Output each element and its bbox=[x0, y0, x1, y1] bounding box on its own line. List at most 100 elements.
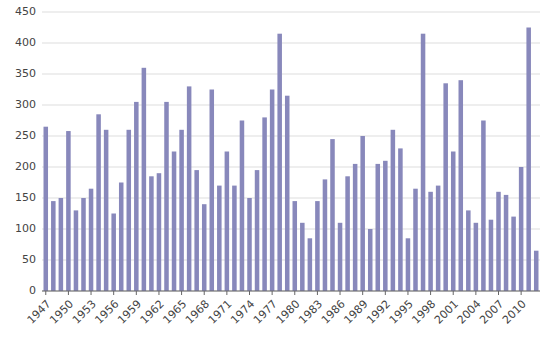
bar bbox=[526, 28, 531, 292]
grid-line bbox=[42, 43, 540, 44]
bar bbox=[504, 195, 509, 291]
x-tick-label: 1977 bbox=[251, 298, 280, 327]
bar bbox=[89, 189, 94, 291]
x-tick bbox=[158, 291, 159, 295]
grid-line bbox=[42, 136, 540, 137]
bar bbox=[353, 164, 358, 291]
x-tick-label: 1983 bbox=[296, 298, 325, 327]
x-tick-label: 2004 bbox=[455, 298, 484, 327]
bar bbox=[111, 214, 116, 292]
bar bbox=[315, 201, 320, 291]
bar bbox=[345, 176, 350, 291]
bar bbox=[277, 34, 282, 291]
x-tick-label: 1995 bbox=[387, 298, 416, 327]
x-tick-label: 2007 bbox=[477, 298, 506, 327]
y-grid bbox=[42, 12, 540, 291]
bar bbox=[240, 121, 245, 292]
bar bbox=[247, 198, 252, 291]
bar bbox=[383, 161, 388, 291]
x-tick bbox=[317, 291, 318, 295]
bar bbox=[164, 102, 169, 291]
x-tick-label: 1950 bbox=[47, 298, 76, 327]
bar bbox=[338, 223, 343, 291]
x-tick bbox=[453, 291, 454, 295]
bar bbox=[330, 139, 335, 291]
bar bbox=[104, 130, 109, 291]
grid-line bbox=[42, 291, 540, 292]
x-tick bbox=[204, 291, 205, 295]
x-tick-label: 1986 bbox=[319, 298, 348, 327]
x-tick bbox=[407, 291, 408, 295]
x-tick bbox=[181, 291, 182, 295]
bar bbox=[293, 201, 298, 291]
bar bbox=[436, 186, 441, 291]
grid-line bbox=[42, 229, 540, 230]
y-tick-label: 150 bbox=[15, 191, 36, 204]
x-tick-label: 1953 bbox=[70, 298, 99, 327]
bar bbox=[323, 179, 328, 291]
x-tick bbox=[340, 291, 341, 295]
bar bbox=[376, 164, 381, 291]
chart-svg: 0501001502002503003504004501947195019531… bbox=[0, 0, 550, 343]
x-tick bbox=[475, 291, 476, 295]
x-tick bbox=[362, 291, 363, 295]
bar bbox=[481, 121, 486, 292]
y-tick-label: 450 bbox=[15, 5, 36, 18]
bar bbox=[496, 192, 501, 291]
bar bbox=[270, 90, 275, 292]
bar bbox=[51, 201, 56, 291]
x-tick bbox=[113, 291, 114, 295]
bar bbox=[300, 223, 305, 291]
x-tick-label: 1959 bbox=[115, 298, 144, 327]
x-tick-label: 1971 bbox=[206, 298, 235, 327]
x-tick-label: 1965 bbox=[160, 298, 189, 327]
bar bbox=[59, 198, 64, 291]
x-tick-label: 1962 bbox=[138, 298, 167, 327]
bar bbox=[74, 210, 79, 291]
x-tick bbox=[68, 291, 69, 295]
bar bbox=[391, 130, 396, 291]
bar bbox=[489, 220, 494, 291]
bar bbox=[262, 117, 267, 291]
bar bbox=[232, 186, 237, 291]
x-tick bbox=[249, 291, 250, 295]
bar bbox=[172, 152, 177, 292]
x-tick bbox=[385, 291, 386, 295]
bar bbox=[81, 198, 86, 291]
bar bbox=[406, 238, 411, 291]
grid-line bbox=[42, 74, 540, 75]
grid-line bbox=[42, 105, 540, 106]
x-tick bbox=[45, 291, 46, 295]
x-tick-label: 2010 bbox=[500, 298, 529, 327]
bar bbox=[187, 86, 192, 291]
bar bbox=[308, 238, 313, 291]
x-tick-label: 1947 bbox=[25, 298, 54, 327]
bar bbox=[225, 152, 230, 292]
x-tick bbox=[91, 291, 92, 295]
bar bbox=[66, 131, 71, 291]
bar bbox=[255, 170, 260, 291]
bar bbox=[474, 223, 479, 291]
x-tick-label: 1992 bbox=[364, 298, 393, 327]
grid-line bbox=[42, 198, 540, 199]
x-tick bbox=[294, 291, 295, 295]
x-tick-label: 1989 bbox=[341, 298, 370, 327]
x-axis-line bbox=[42, 291, 540, 292]
x-tick-label: 1998 bbox=[409, 298, 438, 327]
grid-line bbox=[42, 167, 540, 168]
y-tick-label: 300 bbox=[15, 98, 36, 111]
x-tick bbox=[272, 291, 273, 295]
bar bbox=[519, 167, 524, 291]
grid-line bbox=[42, 12, 540, 13]
y-tick-label: 400 bbox=[15, 36, 36, 49]
bar bbox=[134, 102, 139, 291]
chart-container: 0501001502002503003504004501947195019531… bbox=[0, 0, 550, 343]
bar bbox=[202, 204, 207, 291]
x-tick bbox=[226, 291, 227, 295]
x-tick bbox=[521, 291, 522, 295]
bar bbox=[428, 192, 433, 291]
y-tick-label: 350 bbox=[15, 67, 36, 80]
y-tick-label: 100 bbox=[15, 222, 36, 235]
bar bbox=[194, 170, 199, 291]
bar bbox=[179, 130, 184, 291]
